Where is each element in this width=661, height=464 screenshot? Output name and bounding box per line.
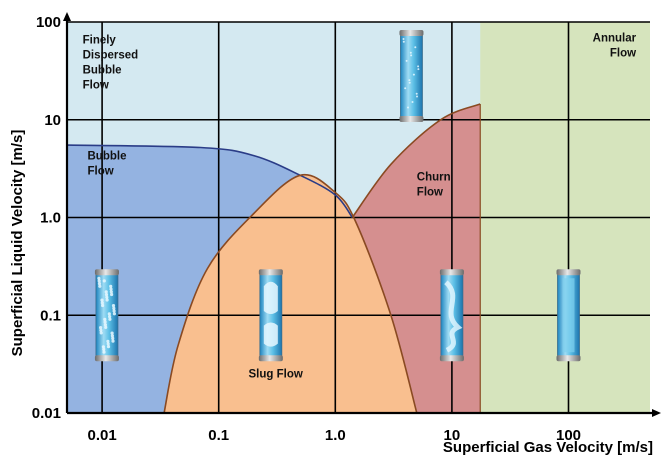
y-axis-title: Superficial Liquid Velocity [m/s] [9, 130, 26, 357]
slug-boundary-line [163, 173, 418, 413]
x-tick-label: 1.0 [325, 427, 346, 444]
x-tick-label: 100 [556, 427, 581, 444]
x-tick-label: 0.1 [208, 427, 229, 444]
y-tick-label: 0.1 [40, 307, 61, 324]
y-tick-label: 1.0 [40, 210, 61, 227]
region-label-annular-flow: Annular Flow [593, 33, 637, 60]
x-tick-label: 0.01 [87, 427, 116, 444]
x-tick-label: 10 [444, 427, 461, 444]
y-tick-label: 100 [36, 14, 61, 31]
bubble-tube-icon [94, 269, 119, 362]
slug-tube-icon [258, 269, 283, 362]
region-label-slug-flow: Slug Flow [249, 369, 303, 381]
churn-boundary-line [351, 103, 481, 218]
y-tick-label: 10 [44, 112, 61, 129]
annular-tube-icon [556, 269, 581, 362]
y-axis-arrow [63, 12, 71, 21]
x-axis-arrow [652, 409, 661, 417]
x-axis-title: Superficial Gas Velocity [m/s] [443, 439, 653, 456]
region-label-finely-dispersed-bubble-flow: Finely Dispersed Bubble Flow [83, 35, 139, 92]
bubble-boundary-line [67, 144, 353, 218]
churn-tube-icon [439, 269, 464, 362]
y-tick-label: 0.01 [32, 405, 61, 422]
region-label-churn-flow: Churn Flow [417, 171, 451, 198]
finely-dispersed-tube-icon [399, 30, 424, 123]
region-slug-flow [164, 174, 417, 413]
region-label-bubble-flow: Bubble Flow [88, 151, 127, 178]
